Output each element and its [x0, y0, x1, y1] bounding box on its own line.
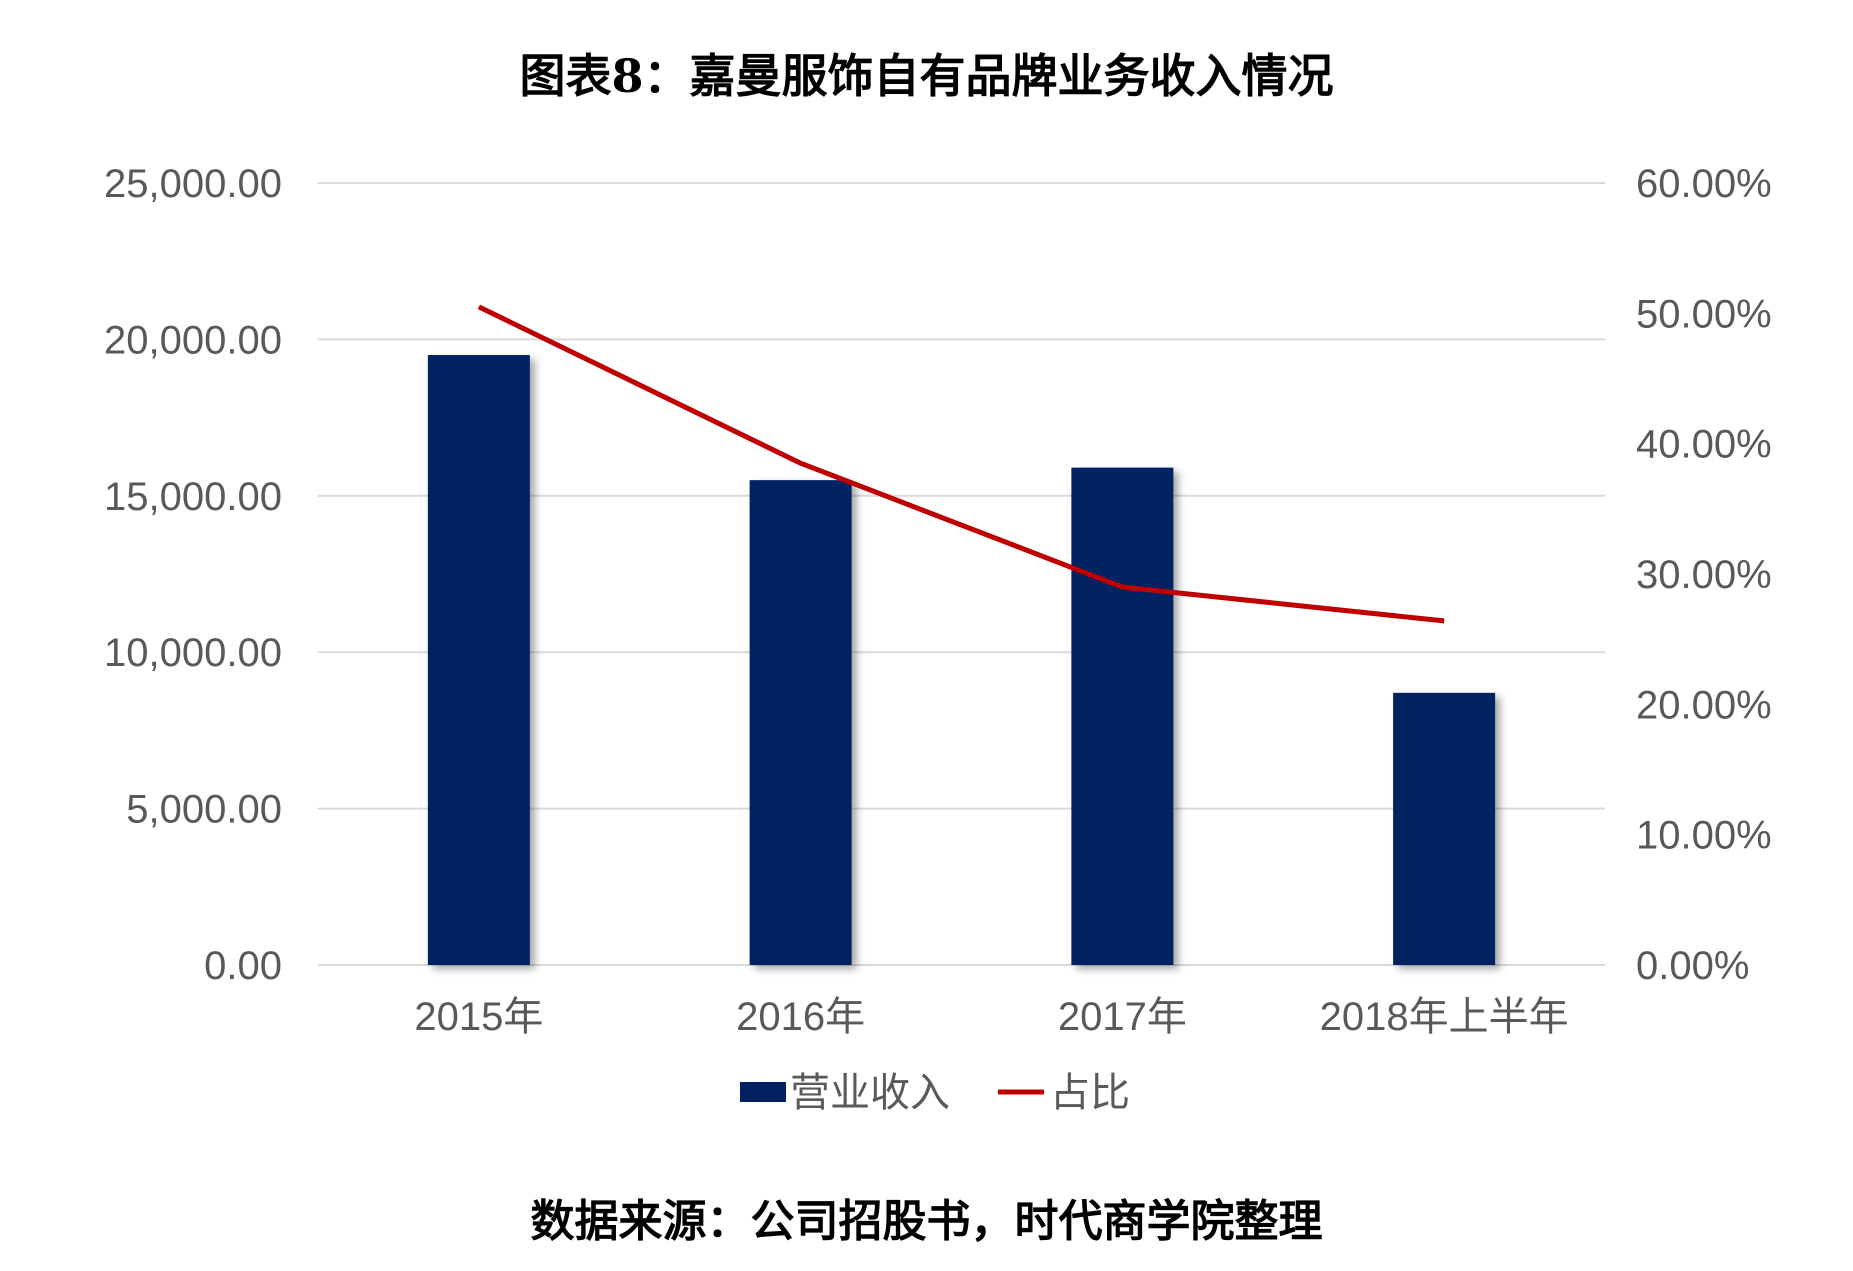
category-label: 2018年上半年	[1320, 995, 1569, 1039]
left-axis-tick-label: 10,000.00	[104, 631, 282, 675]
left-axis-tick-label: 0.00	[204, 944, 282, 988]
chart-title: 图表8：嘉曼服饰自有品牌业务收入情况	[519, 49, 1334, 103]
right-axis-tick-label: 10.00%	[1636, 814, 1772, 858]
legend-label-revenue: 营业收入	[790, 1070, 950, 1116]
category-label: 2015年	[414, 995, 543, 1039]
right-axis-tick-label: 0.00%	[1636, 944, 1749, 988]
legend-label-share: 占比	[1050, 1070, 1130, 1116]
right-axis-tick-label: 40.00%	[1636, 423, 1772, 467]
category-label: 2017年	[1058, 995, 1187, 1039]
revenue-bar	[749, 480, 852, 965]
category-label: 2016年	[736, 995, 865, 1039]
share-line	[477, 304, 1445, 624]
revenue-bar	[427, 355, 530, 965]
left-axis-tick-label: 5,000.00	[126, 788, 282, 832]
right-axis-tick-label: 50.00%	[1636, 292, 1772, 336]
right-axis-tick-label: 30.00%	[1636, 553, 1772, 597]
revenue-bar	[1393, 692, 1496, 965]
left-axis-tick-label: 25,000.00	[104, 162, 282, 206]
data-source-note: 数据来源：公司招股书，时代商学院整理	[530, 1196, 1323, 1247]
legend-bar-swatch	[740, 1082, 786, 1102]
revenue-bar	[1071, 467, 1174, 965]
left-axis-tick-label: 20,000.00	[104, 318, 282, 362]
left-axis-tick-label: 15,000.00	[104, 475, 282, 519]
right-axis-tick-label: 20.00%	[1636, 683, 1772, 727]
right-axis-tick-label: 60.00%	[1636, 162, 1772, 206]
